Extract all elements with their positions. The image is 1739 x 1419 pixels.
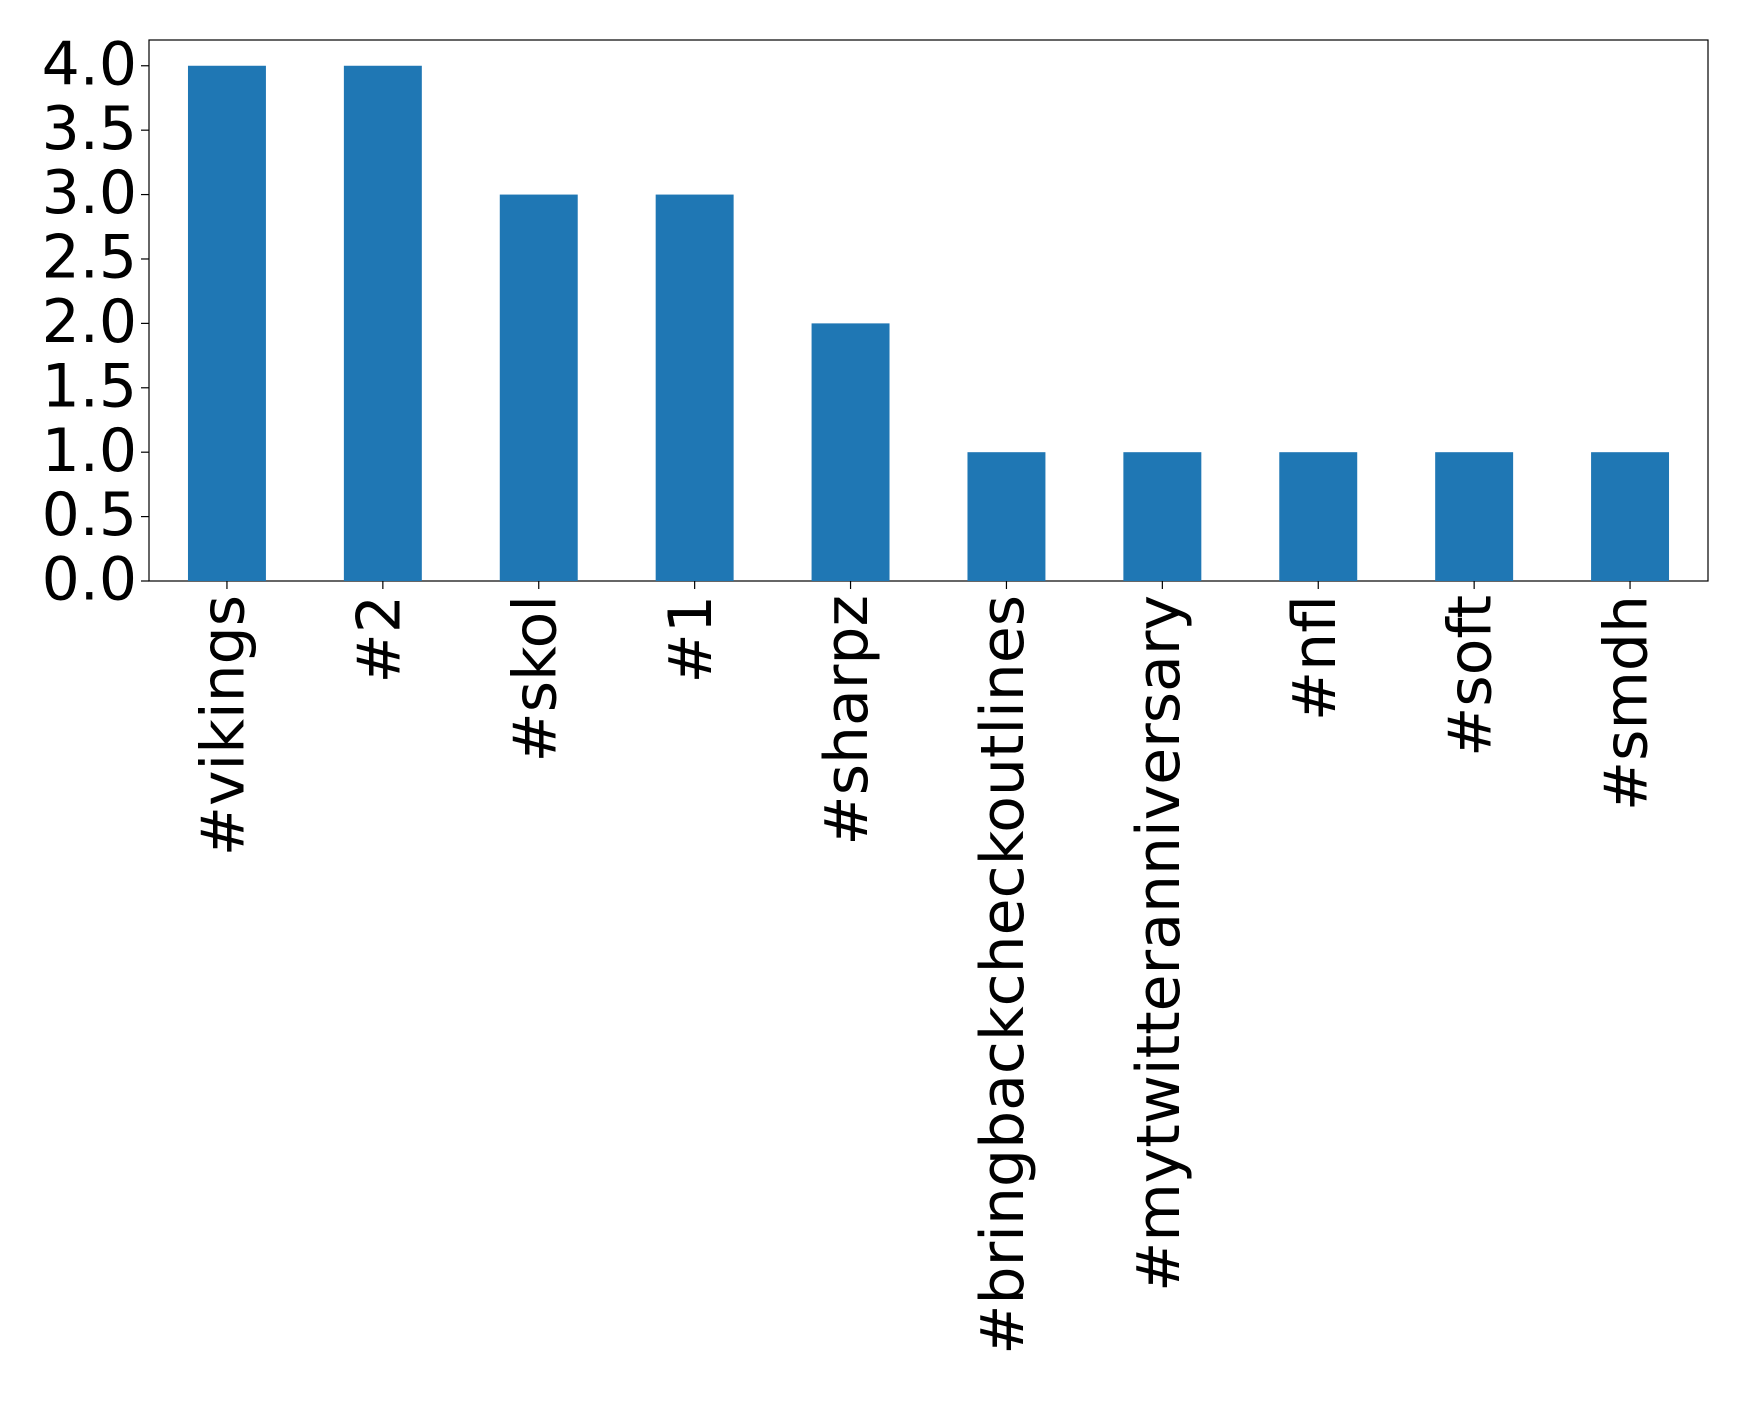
x-tick-label: #soft xyxy=(1436,595,1506,757)
bar xyxy=(343,65,422,581)
x-tick-label: #sharpz xyxy=(812,595,882,846)
x-tick-label: #mytwitteranniversary xyxy=(1124,595,1194,1292)
x-tick-label: #1 xyxy=(656,595,726,683)
y-tick-label: 3.5 xyxy=(42,94,137,164)
bar xyxy=(967,452,1046,581)
bar xyxy=(1591,452,1670,581)
x-tick-label: #bringbackcheckoutlines xyxy=(968,595,1038,1355)
bar xyxy=(1279,452,1358,581)
y-tick-label: 4.0 xyxy=(42,29,137,99)
x-tick-label: #smdh xyxy=(1592,595,1662,811)
bar xyxy=(499,194,578,582)
y-tick-label: 1.5 xyxy=(42,351,137,421)
x-tick-label: #2 xyxy=(344,595,414,683)
plot-frame xyxy=(148,39,1709,582)
y-tick-label: 1.0 xyxy=(42,416,137,486)
bar xyxy=(811,323,890,581)
y-tick-label: 2.5 xyxy=(42,223,137,293)
x-tick-label: #vikings xyxy=(189,595,259,856)
bar xyxy=(187,65,266,581)
y-tick-label: 3.0 xyxy=(42,158,137,228)
y-tick-label: 2.0 xyxy=(42,287,137,357)
bar xyxy=(1123,452,1202,581)
y-tick-label: 0.5 xyxy=(42,480,137,550)
bar xyxy=(1435,452,1514,581)
bar xyxy=(655,194,734,582)
x-tick-label: #nfl xyxy=(1280,595,1350,721)
y-tick-label: 0.0 xyxy=(42,545,137,615)
x-tick-label: #skol xyxy=(500,595,570,763)
